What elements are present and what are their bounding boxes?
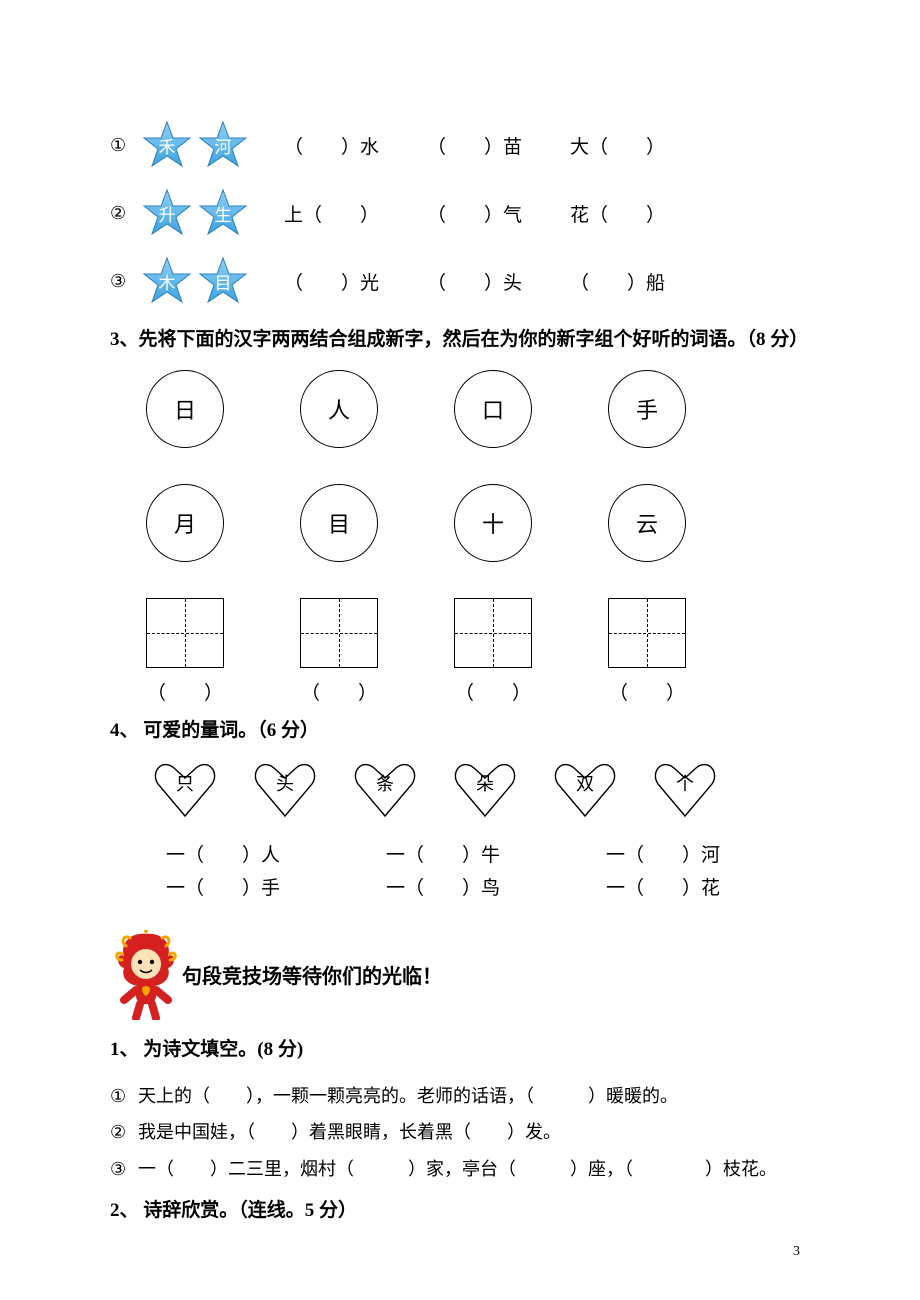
- fill-blank[interactable]: （ ）光: [284, 268, 379, 295]
- fill-blank[interactable]: 天上的（ ），一颗一颗亮亮的。老师的话语，（ ）暖暖的。: [138, 1080, 810, 1112]
- page-number: 3: [793, 1244, 800, 1260]
- blank-group: 上（ ） （ ）气 花（ ）: [284, 200, 665, 227]
- blank-group: （ ）水 （ ）苗 大（ ）: [284, 132, 665, 159]
- star-char: 河: [198, 120, 248, 170]
- poem-fill-list: ① 天上的（ ），一颗一颗亮亮的。老师的话语，（ ）暖暖的。 ② 我是中国娃，（…: [110, 1080, 810, 1185]
- fill-blank[interactable]: 一（ ）河: [606, 840, 796, 867]
- measure-word-grid: 一（ ）人 一（ ）牛 一（ ）河 一（ ）手 一（ ）鸟 一（ ）花: [166, 840, 810, 900]
- heart-label: 双: [576, 770, 594, 796]
- fill-blank[interactable]: （ ）: [146, 678, 224, 705]
- heart-label: 个: [676, 770, 694, 796]
- fill-blank[interactable]: 一（ ）鸟: [386, 873, 576, 900]
- star-char: 目: [198, 256, 248, 306]
- char-circle: 十: [454, 484, 532, 562]
- star-row-3: ③ 木 目 （ ）光 （ ）头 （ ）船: [110, 256, 810, 306]
- heart-char: 只: [152, 762, 218, 818]
- char-circle: 手: [608, 370, 686, 448]
- char-circle: 月: [146, 484, 224, 562]
- char-circle: 人: [300, 370, 378, 448]
- heart-char: 双: [552, 762, 618, 818]
- writing-box[interactable]: [454, 598, 532, 668]
- star-section: ① 禾 河 （ ）水 （ ）苗 大（ ） ② 升: [110, 120, 810, 306]
- item-number: ②: [110, 1116, 138, 1148]
- item-number: ③: [110, 1153, 138, 1185]
- fill-blank[interactable]: 上（ ）: [284, 200, 379, 227]
- fill-blank[interactable]: （ ）船: [570, 268, 665, 295]
- fill-blank[interactable]: （ ）: [300, 678, 378, 705]
- fill-blank[interactable]: 我是中国娃，（ ）着黑眼睛，长着黑（ ）发。: [138, 1116, 810, 1148]
- fill-blank[interactable]: 花（ ）: [570, 200, 665, 227]
- char-circle: 云: [608, 484, 686, 562]
- star-label: 生: [215, 201, 232, 226]
- fill-blank[interactable]: 一（ ）花: [606, 873, 796, 900]
- heart-label: 头: [276, 770, 294, 796]
- mascot-icon: [110, 930, 182, 1020]
- writing-box[interactable]: [608, 598, 686, 668]
- fill-blank[interactable]: （ ）: [608, 678, 686, 705]
- blank-group: （ ）光 （ ）头 （ ）船: [284, 268, 665, 295]
- star-char: 生: [198, 188, 248, 238]
- writing-box-row: [146, 598, 810, 668]
- char-circle: 日: [146, 370, 224, 448]
- worksheet-page: ① 禾 河 （ ）水 （ ）苗 大（ ） ② 升: [0, 0, 920, 1281]
- fill-blank[interactable]: （ ）头: [427, 268, 522, 295]
- char-circle: 口: [454, 370, 532, 448]
- item-number: ①: [110, 1080, 138, 1112]
- fill-blank[interactable]: 一（ ）手: [166, 873, 356, 900]
- star-label: 河: [215, 133, 232, 158]
- list-item: ① 天上的（ ），一颗一颗亮亮的。老师的话语，（ ）暖暖的。: [110, 1080, 810, 1112]
- heart-char: 个: [652, 762, 718, 818]
- star-row-1: ① 禾 河 （ ）水 （ ）苗 大（ ）: [110, 120, 810, 170]
- fill-blank[interactable]: 一（ ）二三里，烟村（ ）家，亭台（ ）座，（ ）枝花。: [138, 1153, 810, 1185]
- circle-row-bottom: 月 目 十 云: [146, 484, 810, 562]
- star-row-2: ② 升 生 上（ ） （ ）气 花（ ）: [110, 188, 810, 238]
- star-label: 木: [159, 269, 176, 294]
- heart-char: 朵: [452, 762, 518, 818]
- question-3-heading: 3、先将下面的汉字两两结合组成新字，然后在为你的新字组个好听的词语。（8 分）: [110, 324, 810, 356]
- heart-label: 条: [376, 770, 394, 796]
- star-char: 禾: [142, 120, 192, 170]
- fill-blank[interactable]: 一（ ）牛: [386, 840, 576, 867]
- fill-blank[interactable]: （ ）: [454, 678, 532, 705]
- star-label: 禾: [159, 133, 176, 158]
- circle-row-top: 日 人 口 手: [146, 370, 810, 448]
- list-item: ③ 一（ ）二三里，烟村（ ）家，亭台（ ）座，（ ）枝花。: [110, 1153, 810, 1185]
- row-number: ③: [110, 271, 136, 292]
- section-2-heading: 2、 诗辞欣赏。（连线。5 分）: [110, 1195, 810, 1227]
- heart-row: 只 头 条 朵 双 个: [152, 762, 810, 818]
- fill-blank[interactable]: （ ）气: [427, 200, 522, 227]
- fill-blank[interactable]: （ ）水: [284, 132, 379, 159]
- paren-row: （ ） （ ） （ ） （ ）: [146, 678, 810, 705]
- star-label: 目: [215, 269, 232, 294]
- heart-label: 朵: [476, 770, 494, 796]
- star-char: 升: [142, 188, 192, 238]
- heart-char: 头: [252, 762, 318, 818]
- row-number: ①: [110, 135, 136, 156]
- section-banner: 句段竞技场等待你们的光临！: [110, 930, 810, 1020]
- star-char: 木: [142, 256, 192, 306]
- heart-label: 只: [176, 770, 194, 796]
- writing-box[interactable]: [146, 598, 224, 668]
- char-circle: 目: [300, 484, 378, 562]
- list-item: ② 我是中国娃，（ ）着黑眼睛，长着黑（ ）发。: [110, 1116, 810, 1148]
- star-label: 升: [159, 201, 176, 226]
- fill-blank[interactable]: 一（ ）人: [166, 840, 356, 867]
- section-1-heading: 1、 为诗文填空。(8 分): [110, 1034, 810, 1066]
- writing-box[interactable]: [300, 598, 378, 668]
- row-number: ②: [110, 203, 136, 224]
- fill-blank[interactable]: 大（ ）: [570, 132, 665, 159]
- question-4-heading: 4、 可爱的量词。（6 分）: [110, 715, 810, 747]
- heart-char: 条: [352, 762, 418, 818]
- fill-blank[interactable]: （ ）苗: [427, 132, 522, 159]
- section-banner-text: 句段竞技场等待你们的光临！: [182, 960, 442, 989]
